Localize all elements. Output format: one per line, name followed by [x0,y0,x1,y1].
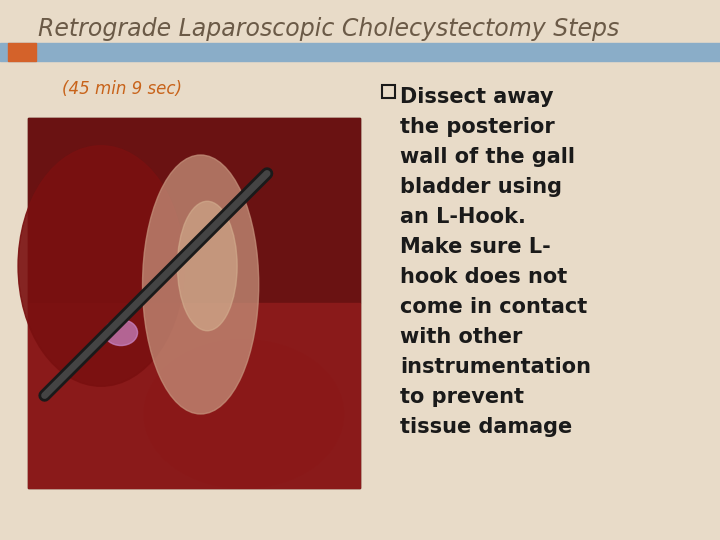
Bar [8,43,36,61]
Text: Retrograde Laparoscopic Cholecystectomy Steps: Retrograde Laparoscopic Cholecystectomy … [38,17,619,41]
Bar [28,303,360,488]
Text: tissue damage: tissue damage [400,417,572,437]
Text: instrumentation: instrumentation [400,357,591,377]
Text: an L-Hook.: an L-Hook. [400,207,526,227]
Text: to prevent: to prevent [400,387,524,407]
Ellipse shape [177,201,237,330]
Text: with other: with other [400,327,523,347]
Text: Dissect away: Dissect away [400,87,554,107]
Ellipse shape [144,340,343,488]
Ellipse shape [143,155,258,414]
Text: wall of the gall: wall of the gall [400,147,575,167]
Bar [382,85,395,98]
Bar [0,43,720,61]
Text: the posterior: the posterior [400,117,554,137]
Ellipse shape [104,320,138,346]
Text: bladder using: bladder using [400,177,562,197]
Bar [28,118,360,488]
Text: Make sure L-: Make sure L- [400,237,551,257]
Text: hook does not: hook does not [400,267,567,287]
Text: (45 min 9 sec): (45 min 9 sec) [62,80,182,98]
Text: come in contact: come in contact [400,297,588,317]
Bar [28,118,360,303]
Ellipse shape [18,146,184,386]
